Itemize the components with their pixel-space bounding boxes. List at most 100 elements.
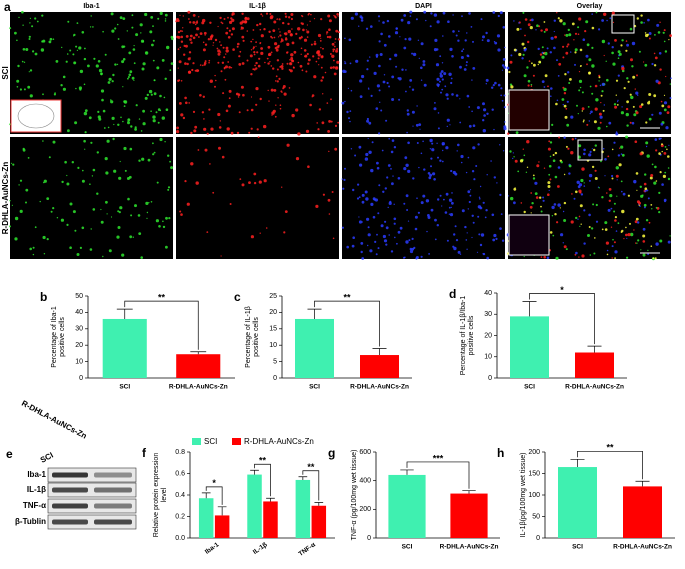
cell (637, 94, 639, 97)
cell (468, 124, 472, 128)
cell (278, 77, 281, 80)
cell (415, 123, 419, 127)
cell (454, 225, 457, 228)
cell (519, 159, 524, 163)
x-tick-label: SCI (524, 384, 535, 391)
cell (661, 104, 665, 108)
significance-label: ** (606, 443, 614, 453)
cell (663, 108, 667, 112)
cell (75, 45, 78, 48)
y-tick-label: 50 (532, 513, 540, 520)
cell (589, 254, 592, 256)
cell (113, 123, 115, 126)
cell (78, 86, 82, 90)
cell (18, 184, 20, 186)
cell (439, 74, 443, 78)
cell (255, 103, 258, 106)
cell (418, 123, 422, 126)
cell (556, 59, 558, 62)
cell (315, 60, 318, 63)
cell (449, 213, 454, 217)
cell (594, 84, 598, 88)
cell (175, 20, 178, 23)
cell (167, 188, 170, 191)
cell (411, 88, 415, 91)
cell (19, 88, 22, 91)
cell (575, 251, 578, 255)
cell (241, 20, 245, 24)
cell (370, 202, 374, 206)
cell (263, 179, 267, 183)
cell (220, 21, 223, 24)
cell (491, 108, 494, 111)
cell (376, 84, 380, 88)
column-header: IL-1β (249, 3, 266, 10)
cell (644, 63, 648, 67)
cell (422, 194, 426, 198)
cell (449, 47, 453, 52)
cell (584, 30, 587, 33)
column-header: Overlay (577, 3, 603, 10)
cell (428, 176, 432, 180)
cell (581, 110, 583, 112)
cell (19, 209, 23, 213)
cell (439, 72, 442, 75)
cell (503, 66, 507, 69)
lane-label: R-DHLA-AuNCs-Zn (20, 399, 88, 441)
cell (176, 35, 179, 39)
cell (121, 60, 125, 64)
cell (253, 68, 256, 71)
cell (177, 79, 180, 83)
cell (320, 66, 323, 69)
cell (331, 191, 334, 193)
cell (611, 51, 614, 55)
cell (354, 12, 358, 16)
cell (510, 196, 514, 201)
cell (539, 53, 543, 56)
cell (140, 130, 143, 132)
cell (295, 157, 300, 161)
cell (522, 11, 525, 14)
cell (600, 94, 603, 97)
cell (423, 168, 426, 171)
cell (138, 159, 141, 162)
cell (467, 156, 470, 159)
cell (639, 105, 643, 109)
cell (625, 107, 629, 111)
cell (21, 10, 24, 14)
cell (275, 80, 277, 82)
cell (512, 157, 514, 160)
cell (260, 47, 263, 50)
cell (391, 98, 395, 101)
cell (496, 34, 501, 38)
cell (300, 47, 303, 50)
cell (534, 181, 538, 185)
cell (527, 79, 531, 83)
cell (404, 256, 406, 259)
cell (501, 239, 505, 242)
cell (563, 104, 567, 108)
cell (461, 15, 463, 18)
cell (408, 37, 412, 41)
cell (565, 145, 568, 148)
cell (657, 31, 661, 34)
cell (204, 43, 208, 46)
cell (405, 69, 407, 71)
cell (518, 52, 522, 57)
cell (637, 221, 640, 224)
cell (431, 142, 434, 145)
cell (441, 205, 443, 207)
cell (568, 82, 571, 84)
cell (388, 35, 391, 38)
cell (617, 57, 620, 59)
cell (287, 29, 291, 34)
cell (513, 48, 517, 52)
y-tick-label: 150 (528, 470, 540, 477)
cell (630, 95, 634, 100)
cell (210, 127, 214, 131)
cell (617, 99, 619, 102)
cell (189, 34, 193, 38)
cell (132, 236, 134, 238)
cell (342, 69, 346, 74)
significance-bracket (314, 300, 380, 347)
